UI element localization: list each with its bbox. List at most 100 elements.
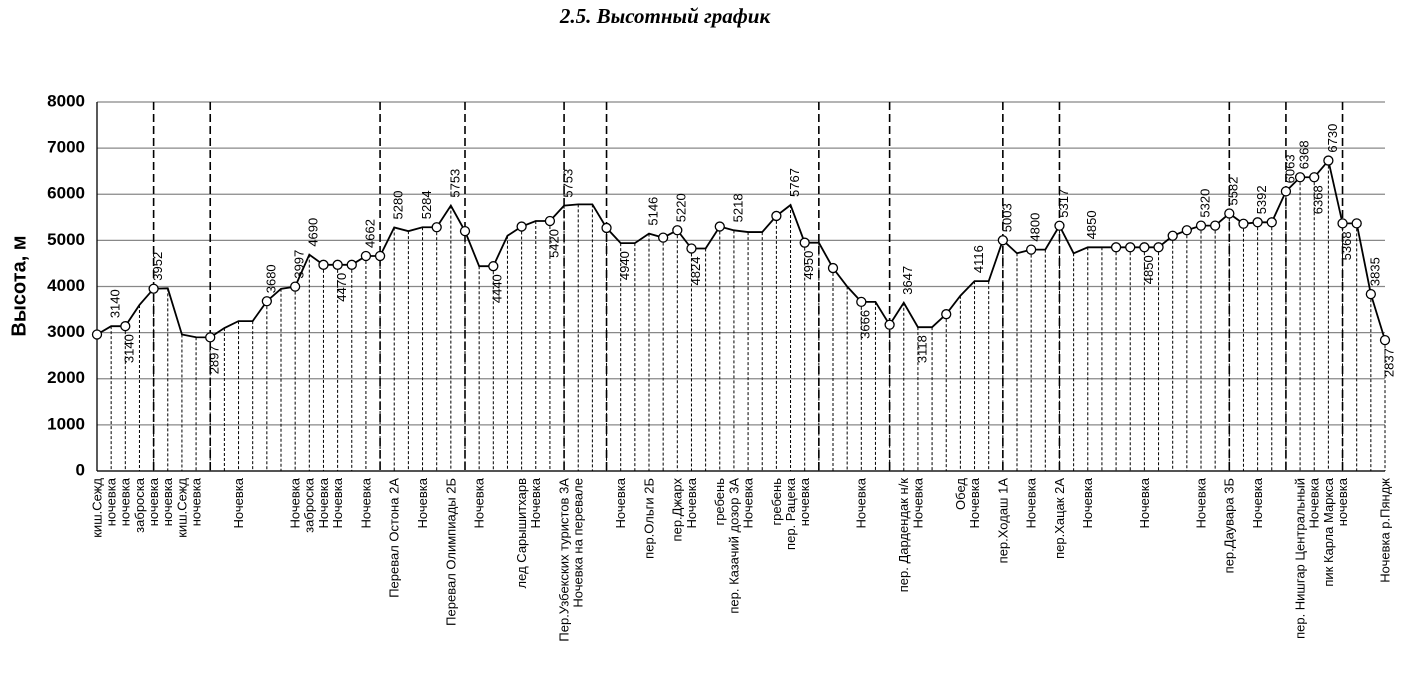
value-label: 3140 xyxy=(108,289,123,318)
y-tick-label: 6000 xyxy=(47,184,85,203)
point-marker xyxy=(997,235,1008,246)
point-marker xyxy=(1365,288,1376,300)
point-marker xyxy=(431,222,442,233)
x-tick-label: Ночевка xyxy=(1250,477,1265,528)
x-tick-label: ночевка xyxy=(104,477,119,526)
point-marker xyxy=(884,319,895,330)
x-tick-label: Ночевка xyxy=(967,477,982,528)
point-marker xyxy=(771,210,782,222)
point-marker xyxy=(1210,220,1221,231)
x-tick-label: Ночевка xyxy=(910,477,925,528)
x-tick-label: пер. Рацека xyxy=(783,477,798,550)
x-tick-label: Ночевка xyxy=(684,477,699,528)
x-tick-label: Ночевка р.Пяндж xyxy=(1377,478,1392,583)
y-tick-label: 2000 xyxy=(47,368,85,387)
value-label: 4662 xyxy=(362,219,377,248)
point-marker xyxy=(1323,155,1334,166)
point-marker xyxy=(205,332,216,343)
x-tick-label: Пер.Узбекских туристов 3А xyxy=(557,478,572,642)
x-tick-label: гребень xyxy=(769,478,784,526)
value-label: 5368 xyxy=(1339,231,1354,260)
x-tick-label: Ночевка xyxy=(613,477,628,528)
point-marker xyxy=(459,225,471,237)
value-label: 6368 xyxy=(1311,185,1326,214)
x-tick-label: Обед xyxy=(953,478,968,510)
point-marker xyxy=(374,250,386,262)
point-marker xyxy=(672,225,683,236)
value-label: 3680 xyxy=(263,264,278,293)
point-marker xyxy=(148,283,159,294)
point-marker xyxy=(686,243,697,254)
x-tick-label: Ночевка xyxy=(358,477,373,528)
value-label: 5420 xyxy=(546,229,561,258)
x-tick-label: Ночевка xyxy=(1024,477,1039,528)
value-label: 4690 xyxy=(306,218,321,247)
value-label: 5582 xyxy=(1226,177,1241,206)
point-marker xyxy=(856,296,867,308)
x-tick-label: Перевал Олимпиады 2Б xyxy=(443,478,458,626)
point-marker xyxy=(346,259,357,270)
point-marker xyxy=(1309,172,1320,183)
point-marker xyxy=(261,296,272,307)
value-label: 3835 xyxy=(1367,257,1382,286)
x-tick-label: заброска xyxy=(132,477,147,533)
value-label: 2897 xyxy=(207,345,222,374)
point-marker xyxy=(1337,218,1348,229)
point-marker xyxy=(827,262,839,274)
point-marker xyxy=(1351,218,1362,229)
point-marker xyxy=(516,221,527,232)
point-marker xyxy=(601,222,612,234)
point-marker xyxy=(360,250,372,262)
x-tick-label: Ночевка xyxy=(316,477,331,528)
point-marker xyxy=(1252,217,1263,228)
value-label: 5320 xyxy=(1197,189,1212,218)
x-tick-label: ночевка xyxy=(146,477,161,526)
value-label: 2837 xyxy=(1381,348,1396,377)
value-label: 4950 xyxy=(801,251,816,280)
value-label: 4850 xyxy=(1141,255,1156,284)
value-label: 3952 xyxy=(150,252,165,281)
point-marker xyxy=(941,309,952,320)
value-label: 6368 xyxy=(1297,140,1312,169)
value-label: 4440 xyxy=(490,274,505,303)
value-label: 5284 xyxy=(419,190,434,219)
point-marker xyxy=(488,261,499,272)
point-marker xyxy=(1294,172,1306,183)
point-marker xyxy=(1125,242,1136,253)
x-tick-label: пер. Казачий дозор 3А xyxy=(726,478,741,614)
x-tick-label: Ночевка xyxy=(288,477,303,528)
point-marker xyxy=(1153,242,1164,253)
point-marker xyxy=(1266,217,1277,228)
value-label: 3140 xyxy=(122,334,137,363)
point-marker xyxy=(1167,230,1178,241)
y-tick-label: 7000 xyxy=(47,138,85,157)
x-tick-label: лед Сарышитхарв xyxy=(514,478,529,589)
x-tick-label: ночевка xyxy=(1335,477,1350,526)
point-marker xyxy=(1139,242,1150,253)
x-tick-label: Ночевка xyxy=(854,477,869,528)
point-marker xyxy=(91,329,103,340)
point-marker xyxy=(318,259,329,270)
x-tick-label: пер. Дардендак н/к xyxy=(896,478,911,593)
x-tick-label: Ночевка xyxy=(1080,477,1095,528)
point-marker xyxy=(658,232,669,243)
chart-title: 2.5. Высотный график xyxy=(559,4,772,28)
y-axis-label: Высота, м xyxy=(8,235,30,336)
x-tick-label: ночевка xyxy=(189,477,204,526)
point-marker xyxy=(1054,220,1065,231)
x-tick-label: пер.Ольги 2Б xyxy=(641,478,656,559)
point-marker xyxy=(1110,242,1122,253)
value-label: 4800 xyxy=(1028,213,1043,242)
x-tick-label: Перевал Остона 2А xyxy=(387,478,402,598)
value-label: 5218 xyxy=(730,193,745,222)
x-tick-label: Ночевка xyxy=(1137,477,1152,528)
y-tick-label: 8000 xyxy=(47,91,85,110)
x-tick-label: заброска xyxy=(302,477,317,533)
point-marker xyxy=(120,321,131,332)
x-tick-label: Ночевка xyxy=(472,477,487,528)
y-tick-label: 5000 xyxy=(47,230,85,249)
value-label: 4824 xyxy=(688,256,703,285)
point-marker xyxy=(714,221,725,232)
y-tick-label: 3000 xyxy=(47,322,85,341)
